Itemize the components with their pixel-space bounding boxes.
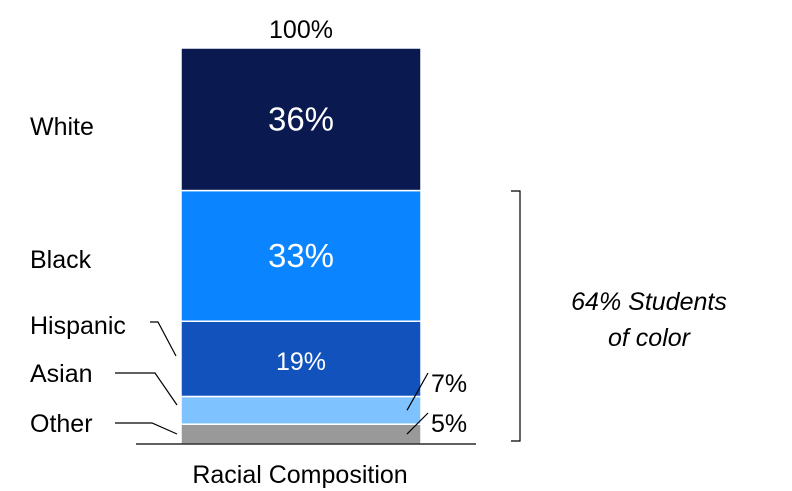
total-label: 100% — [269, 16, 333, 44]
value-label-white: 36% — [268, 100, 334, 137]
category-label-other: Other — [30, 410, 93, 438]
bar-segment-white — [180, 47, 422, 192]
category-label-asian: Asian — [30, 360, 93, 388]
category-label-black: Black — [30, 246, 92, 274]
x-axis-label: Racial Composition — [192, 461, 407, 489]
value-leader-asian — [406, 372, 429, 411]
category-label-white: White — [30, 113, 94, 141]
category-leader-asian — [115, 372, 178, 406]
bar-segment-black — [180, 189, 422, 322]
category-leader-other — [115, 422, 178, 435]
value-label-asian: 7% — [431, 370, 467, 398]
bar-segment-asian — [180, 395, 422, 425]
bar-segment-other — [180, 423, 422, 445]
value-leader-other — [406, 412, 429, 435]
category-label-hispanic: Hispanic — [30, 312, 126, 340]
series-labels: 5% 7% 19% 33% 36% Other Asian Hispanic Black Whit… — [30, 100, 467, 438]
category-leader-hispanic — [150, 321, 177, 357]
bracket-annotation-line2: of color — [608, 324, 692, 352]
value-label-hispanic: 19% — [276, 348, 326, 376]
stacked-bar — [180, 47, 422, 445]
value-label-black: 33% — [268, 237, 334, 274]
value-label-other: 5% — [431, 410, 467, 438]
bracket-annotation-line1: 64% Students — [571, 288, 727, 316]
students-of-color-bracket — [511, 190, 521, 442]
